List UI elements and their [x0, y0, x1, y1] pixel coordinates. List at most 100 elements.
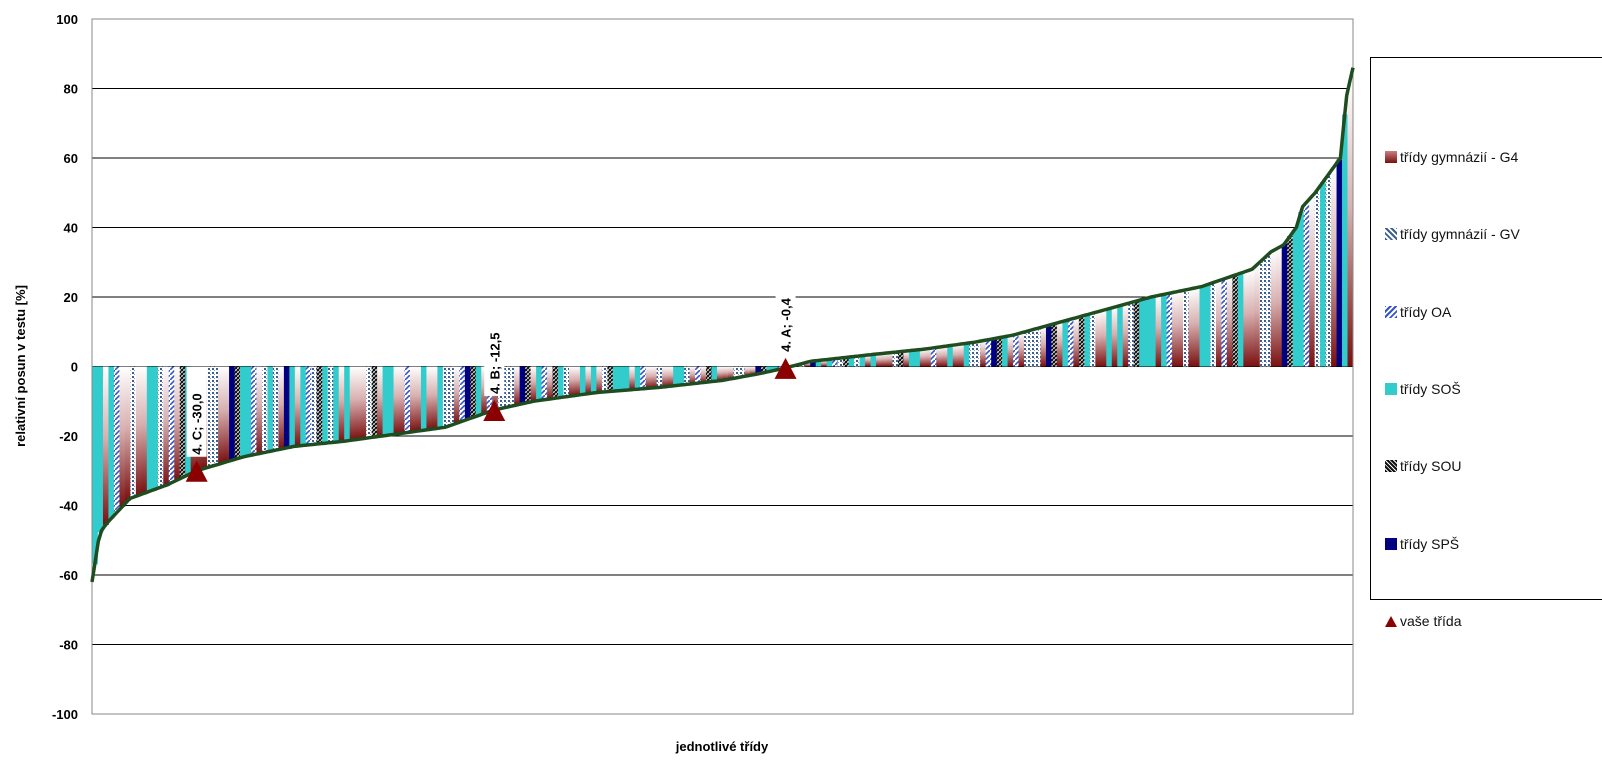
bar-gv — [273, 367, 279, 451]
bar-sou — [1287, 236, 1293, 366]
bar-sos — [1145, 298, 1151, 366]
y-tick-label: -60 — [59, 568, 78, 583]
bar-sos — [947, 346, 953, 367]
bar-sou — [525, 367, 531, 403]
bar-g4 — [1243, 271, 1249, 366]
bar-sos — [1106, 309, 1112, 367]
bar-g4 — [355, 367, 361, 440]
bar-sos — [108, 367, 114, 519]
bar-g4 — [141, 367, 147, 494]
bar-g4 — [125, 367, 131, 501]
bar-sou — [1051, 324, 1057, 367]
bar-g4 — [1331, 167, 1337, 366]
bar-sou — [706, 367, 712, 382]
bar-oa — [1068, 319, 1074, 366]
bar-sou — [470, 367, 476, 418]
bar-oa — [640, 367, 646, 389]
bar-g4 — [1249, 269, 1255, 366]
bar-sou — [607, 367, 613, 392]
bar-g4 — [596, 367, 602, 393]
bar-g4 — [1172, 292, 1178, 366]
bar-g4 — [256, 367, 262, 454]
bar-g4 — [574, 367, 580, 396]
legend-label-oa: třídy OA — [1400, 304, 1451, 320]
bar-g4 — [377, 367, 383, 437]
bar-sou — [235, 367, 241, 459]
bar-sos — [1139, 300, 1145, 367]
bar-gv — [1210, 283, 1216, 367]
bar-g4 — [936, 347, 942, 366]
bar-sou — [1079, 316, 1085, 366]
legend-item-sou: třídy SOU — [1385, 458, 1461, 474]
y-tick-label: 60 — [64, 151, 78, 166]
bar-g4 — [415, 367, 421, 432]
bar-g4 — [1309, 196, 1315, 366]
bar-g4 — [1073, 318, 1079, 367]
legend-swatch-oa — [1385, 306, 1397, 318]
bar-g4 — [1040, 327, 1046, 367]
bar-g4 — [399, 367, 405, 434]
bar-gv — [262, 367, 268, 453]
bar-sou — [1232, 275, 1238, 366]
bar-g4 — [925, 349, 931, 367]
legend-swatch-sos — [1385, 383, 1397, 395]
legend-swatch-sou — [1385, 460, 1397, 472]
bar-gv — [1128, 303, 1134, 367]
bar-g4 — [920, 349, 926, 366]
bar-gv — [509, 367, 515, 407]
bar-sos — [476, 367, 482, 416]
bar-g4 — [136, 367, 142, 496]
bar-sos — [240, 367, 246, 458]
bar-g4 — [903, 351, 909, 367]
bar-g4 — [410, 367, 416, 432]
bar-gv — [975, 342, 981, 367]
bar-g4 — [1112, 307, 1118, 366]
bar-oa — [542, 367, 548, 400]
bar-g4 — [1276, 247, 1282, 366]
bar-sou — [997, 338, 1003, 367]
bar-g4 — [662, 367, 668, 387]
bar-sos — [333, 367, 339, 443]
bar-oa — [114, 367, 120, 513]
y-tick-label: -100 — [52, 707, 78, 722]
bar-gv — [1326, 175, 1332, 367]
bar-g4 — [1178, 291, 1184, 367]
bar-sos — [964, 343, 970, 366]
bar-gv — [1090, 313, 1096, 366]
bar-sos — [580, 367, 586, 395]
bar-oa — [1304, 202, 1310, 366]
bar-sps — [1046, 325, 1052, 366]
bar-sos — [635, 367, 641, 390]
bar-oa — [1221, 279, 1227, 367]
bar-sos — [1320, 182, 1326, 366]
bar-sos — [421, 367, 427, 431]
bar-sos — [1062, 321, 1068, 367]
bar-gv — [158, 367, 164, 488]
bar-sos — [300, 367, 306, 446]
bar-g4 — [339, 367, 345, 442]
bar-sps — [465, 367, 471, 420]
bar-sou — [317, 367, 323, 444]
legend-item-oa: třídy OA — [1385, 304, 1451, 320]
bar-gv — [1265, 255, 1271, 367]
bar-gv — [130, 367, 136, 498]
bar-g4 — [958, 344, 964, 366]
bar-g4 — [514, 367, 520, 405]
bar-sos — [591, 367, 597, 393]
y-tick-label: -20 — [59, 429, 78, 444]
bar-sps — [1337, 160, 1343, 367]
bar-g4 — [103, 367, 109, 525]
bar-sos — [1199, 286, 1205, 366]
bar-sos — [1238, 273, 1244, 366]
bar-gv — [1030, 330, 1036, 367]
bar-sos — [147, 367, 153, 492]
bar-gv — [684, 367, 690, 385]
bar-g4 — [690, 367, 696, 384]
legend-swatch-g4 — [1385, 151, 1397, 163]
legend-label-g4: třídy gymnázií - G4 — [1400, 149, 1518, 165]
bar-g4 — [454, 367, 460, 424]
bar-gv — [564, 367, 570, 397]
